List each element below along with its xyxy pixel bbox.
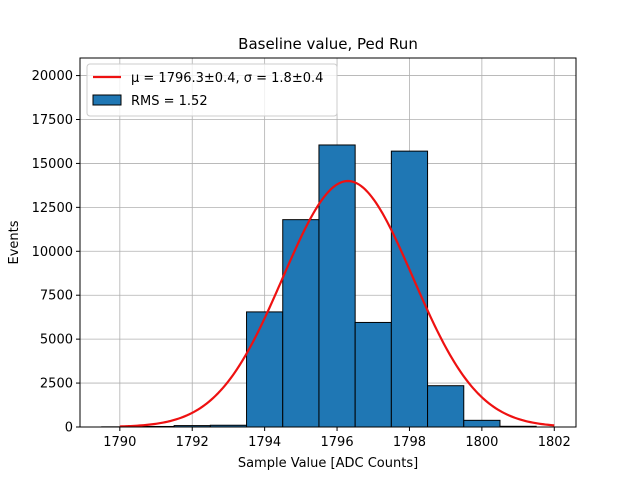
histogram-bar (282, 219, 320, 428)
histogram-bar (318, 144, 356, 428)
histogram-bar (463, 419, 501, 428)
x-tick-label: 1796 (321, 435, 354, 450)
y-axis-label: Events (7, 220, 22, 264)
y-tick-label: 5000 (40, 333, 73, 348)
x-axis-ticks: 1790 1792 1794 1796 1798 1800 1802 (103, 427, 571, 450)
y-tick-label: 15000 (32, 157, 73, 172)
y-tick-label: 0 (65, 421, 73, 436)
x-tick-label: 1792 (176, 435, 209, 450)
legend-box (86, 63, 338, 117)
x-tick-label: 1800 (465, 435, 498, 450)
legend-bar-label: RMS = 1.52 (131, 94, 208, 109)
x-tick-label: 1794 (248, 435, 281, 450)
x-axis-label: Sample Value [ADC Counts] (238, 456, 418, 471)
histogram-bar (354, 321, 392, 428)
histogram-bar (246, 311, 284, 428)
x-tick-label: 1790 (103, 435, 136, 450)
y-tick-label: 7500 (40, 289, 73, 304)
legend-bar-swatch (92, 94, 122, 106)
legend: μ = 1796.3±0.4, σ = 1.8±0.4 RMS = 1.52 (86, 63, 338, 117)
y-tick-label: 12500 (32, 201, 73, 216)
y-tick-label: 17500 (32, 113, 73, 128)
histogram-bar (427, 385, 465, 428)
gaussian-fit (119, 179, 555, 428)
chart-title: Baseline value, Ped Run (238, 35, 418, 53)
histogram-bars (101, 144, 537, 428)
fit-line (119, 179, 555, 428)
x-tick-label: 1798 (393, 435, 426, 450)
y-tick-label: 2500 (40, 377, 73, 392)
histogram-bar (390, 150, 429, 428)
legend-fit-label: μ = 1796.3±0.4, σ = 1.8±0.4 (131, 71, 323, 86)
y-tick-label: 10000 (32, 245, 73, 260)
y-axis-ticks: 0 2500 5000 7500 10000 12500 15000 17500 20000 (32, 69, 80, 436)
plot-frame (79, 57, 577, 428)
x-tick-label: 1802 (538, 435, 571, 450)
y-tick-label: 20000 (32, 69, 73, 84)
